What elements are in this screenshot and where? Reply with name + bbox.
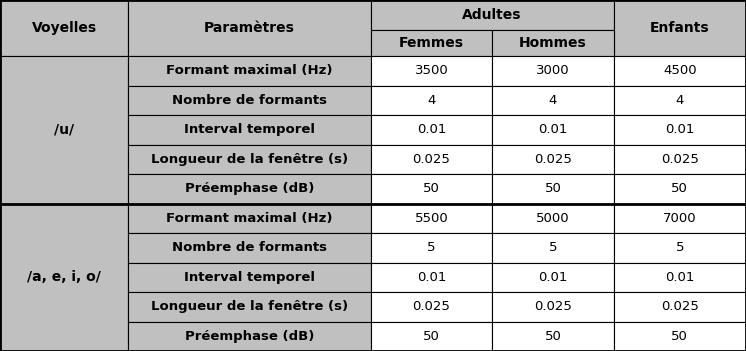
Text: Voyelles: Voyelles [31, 21, 96, 35]
Text: 50: 50 [423, 182, 440, 195]
Bar [371, 174, 492, 204]
Text: Paramètres: Paramètres [204, 21, 295, 35]
Text: /u/: /u/ [54, 123, 74, 137]
Text: Hommes: Hommes [519, 36, 587, 50]
Bar [371, 0, 613, 30]
Text: 5: 5 [676, 241, 684, 254]
Text: 0.01: 0.01 [538, 123, 568, 136]
Bar [492, 292, 613, 322]
Text: Nombre de formants: Nombre de formants [172, 94, 327, 107]
Bar [371, 322, 492, 351]
Text: Préemphase (dB): Préemphase (dB) [185, 182, 314, 195]
Text: Interval temporel: Interval temporel [184, 123, 315, 136]
Bar [128, 115, 371, 145]
Bar [371, 115, 492, 145]
Bar [128, 263, 371, 292]
Bar [613, 233, 746, 263]
Text: Préemphase (dB): Préemphase (dB) [185, 330, 314, 343]
Bar [492, 115, 613, 145]
Bar [613, 174, 746, 204]
Bar [492, 204, 613, 233]
Bar [128, 145, 371, 174]
Text: 0.025: 0.025 [661, 153, 699, 166]
Text: 7000: 7000 [663, 212, 697, 225]
Text: 4: 4 [549, 94, 557, 107]
Text: 0.01: 0.01 [538, 271, 568, 284]
Text: 0.025: 0.025 [413, 300, 451, 313]
Text: 0.025: 0.025 [534, 300, 572, 313]
Text: Adultes: Adultes [463, 8, 522, 22]
Text: 4: 4 [676, 94, 684, 107]
Bar [128, 292, 371, 322]
Bar [613, 145, 746, 174]
Text: 3500: 3500 [415, 64, 448, 77]
Bar [371, 56, 492, 86]
Text: 5: 5 [548, 241, 557, 254]
Text: Femmes: Femmes [399, 36, 464, 50]
Bar [128, 86, 371, 115]
Text: 0.025: 0.025 [413, 153, 451, 166]
Text: Formant maximal (Hz): Formant maximal (Hz) [166, 212, 333, 225]
Bar [128, 322, 371, 351]
Text: Formant maximal (Hz): Formant maximal (Hz) [166, 64, 333, 77]
Text: 4500: 4500 [663, 64, 697, 77]
Bar [371, 145, 492, 174]
Bar [128, 204, 371, 233]
Bar [492, 174, 613, 204]
Text: 50: 50 [671, 182, 689, 195]
Text: 0.01: 0.01 [665, 271, 695, 284]
Text: 5000: 5000 [536, 212, 570, 225]
Text: 50: 50 [545, 330, 561, 343]
Bar [371, 204, 492, 233]
Bar [128, 0, 371, 56]
Bar [371, 30, 492, 56]
Bar [492, 322, 613, 351]
Text: 50: 50 [671, 330, 689, 343]
Bar [613, 115, 746, 145]
Bar [613, 322, 746, 351]
Bar [371, 263, 492, 292]
Text: 0.01: 0.01 [417, 123, 446, 136]
Bar [371, 233, 492, 263]
Text: 50: 50 [545, 182, 561, 195]
Bar [492, 233, 613, 263]
Bar [0, 204, 128, 351]
Text: Nombre de formants: Nombre de formants [172, 241, 327, 254]
Text: 5500: 5500 [415, 212, 448, 225]
Bar [371, 292, 492, 322]
Bar [492, 86, 613, 115]
Text: 0.01: 0.01 [665, 123, 695, 136]
Bar [492, 145, 613, 174]
Bar [613, 0, 746, 56]
Text: 0.01: 0.01 [417, 271, 446, 284]
Bar [0, 0, 128, 56]
Text: 5: 5 [427, 241, 436, 254]
Bar [492, 56, 613, 86]
Text: 0.025: 0.025 [661, 300, 699, 313]
Text: 4: 4 [427, 94, 436, 107]
Bar [613, 86, 746, 115]
Text: Longueur de la fenêtre (s): Longueur de la fenêtre (s) [151, 153, 348, 166]
Text: Longueur de la fenêtre (s): Longueur de la fenêtre (s) [151, 300, 348, 313]
Bar [613, 56, 746, 86]
Text: 0.025: 0.025 [534, 153, 572, 166]
Bar [492, 30, 613, 56]
Bar [128, 233, 371, 263]
Bar [613, 263, 746, 292]
Bar [613, 204, 746, 233]
Bar [128, 174, 371, 204]
Bar [492, 263, 613, 292]
Bar [613, 292, 746, 322]
Text: 3000: 3000 [536, 64, 570, 77]
Text: /a, e, i, o/: /a, e, i, o/ [27, 270, 101, 284]
Bar [0, 56, 128, 204]
Bar [128, 56, 371, 86]
Text: Interval temporel: Interval temporel [184, 271, 315, 284]
Text: 50: 50 [423, 330, 440, 343]
Bar [371, 86, 492, 115]
Text: Enfants: Enfants [650, 21, 709, 35]
